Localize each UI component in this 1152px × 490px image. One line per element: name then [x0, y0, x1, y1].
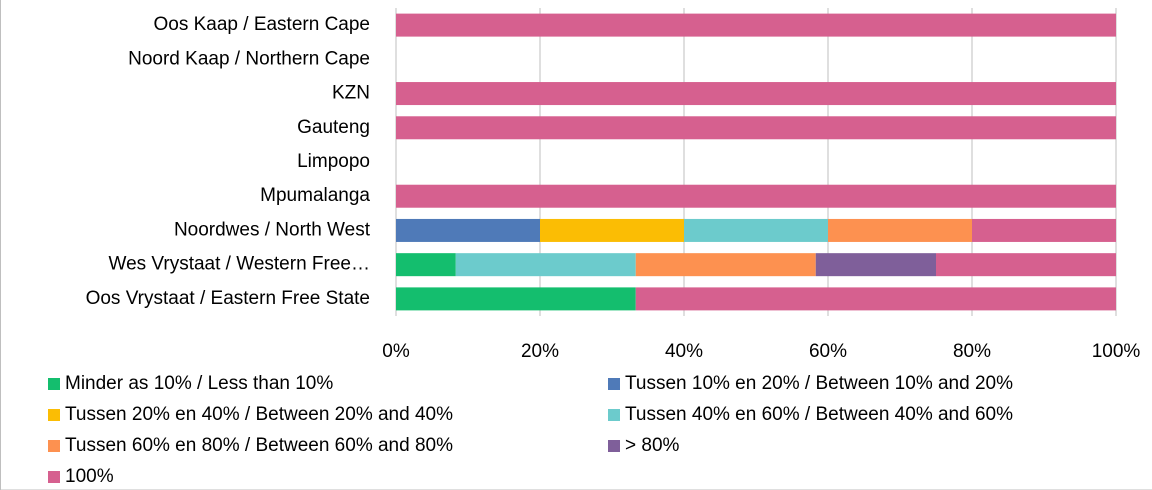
- bar-segment: [396, 184, 1116, 208]
- legend-label: > 80%: [625, 435, 680, 456]
- legend-swatch: [608, 440, 620, 452]
- y-tick-label: Wes Vrystaat / Western Free…: [108, 254, 370, 275]
- legend-label: Minder as 10% / Less than 10%: [65, 373, 333, 394]
- legend-label: Tussen 10% en 20% / Between 10% and 20%: [625, 373, 1013, 394]
- x-tick-label: 80%: [953, 341, 991, 362]
- x-tick-label: 40%: [665, 341, 703, 362]
- y-tick-label: Gauteng: [297, 117, 370, 138]
- x-tick-label: 0%: [382, 341, 410, 362]
- bar-segment: [396, 13, 1116, 37]
- legend-label: Tussen 40% en 60% / Between 40% and 60%: [625, 404, 1013, 425]
- legend-swatch: [48, 378, 60, 390]
- bar-segment: [396, 253, 456, 277]
- bar-segment: [396, 218, 540, 242]
- y-tick-label: KZN: [332, 83, 370, 104]
- bar-segment: [635, 253, 816, 277]
- bar-segment: [396, 116, 1116, 140]
- legend-swatch: [48, 440, 60, 452]
- legend-swatch: [48, 471, 60, 483]
- x-tick-label: 100%: [1092, 341, 1141, 362]
- bar-segment: [972, 218, 1116, 242]
- bar-segment: [936, 253, 1116, 277]
- legend-swatch: [608, 378, 620, 390]
- bar-segment: [455, 253, 636, 277]
- bar-segment: [396, 287, 636, 311]
- bar-segment: [815, 253, 936, 277]
- y-tick-label: Noordwes / North West: [174, 219, 371, 240]
- legend-label: Tussen 20% en 40% / Between 20% and 40%: [65, 404, 453, 425]
- y-tick-label: Limpopo: [297, 151, 370, 172]
- y-tick-label: Mpumalanga: [260, 185, 370, 206]
- bar-segment: [684, 218, 828, 242]
- y-tick-label: Oos Kaap / Eastern Cape: [153, 14, 370, 35]
- legend-swatch: [48, 409, 60, 421]
- legend-swatch: [608, 409, 620, 421]
- bar-segment: [828, 218, 972, 242]
- bar-segment: [396, 82, 1116, 106]
- legend-label: Tussen 60% en 80% / Between 60% and 80%: [65, 435, 453, 456]
- y-tick-label: Noord Kaap / Northern Cape: [128, 48, 370, 69]
- y-tick-label: Oos Vrystaat / Eastern Free State: [86, 288, 370, 309]
- legend-label: 100%: [65, 466, 114, 487]
- bar-segment: [540, 218, 684, 242]
- x-tick-label: 60%: [809, 341, 847, 362]
- x-tick-label: 20%: [521, 341, 559, 362]
- bar-segment: [635, 287, 1116, 311]
